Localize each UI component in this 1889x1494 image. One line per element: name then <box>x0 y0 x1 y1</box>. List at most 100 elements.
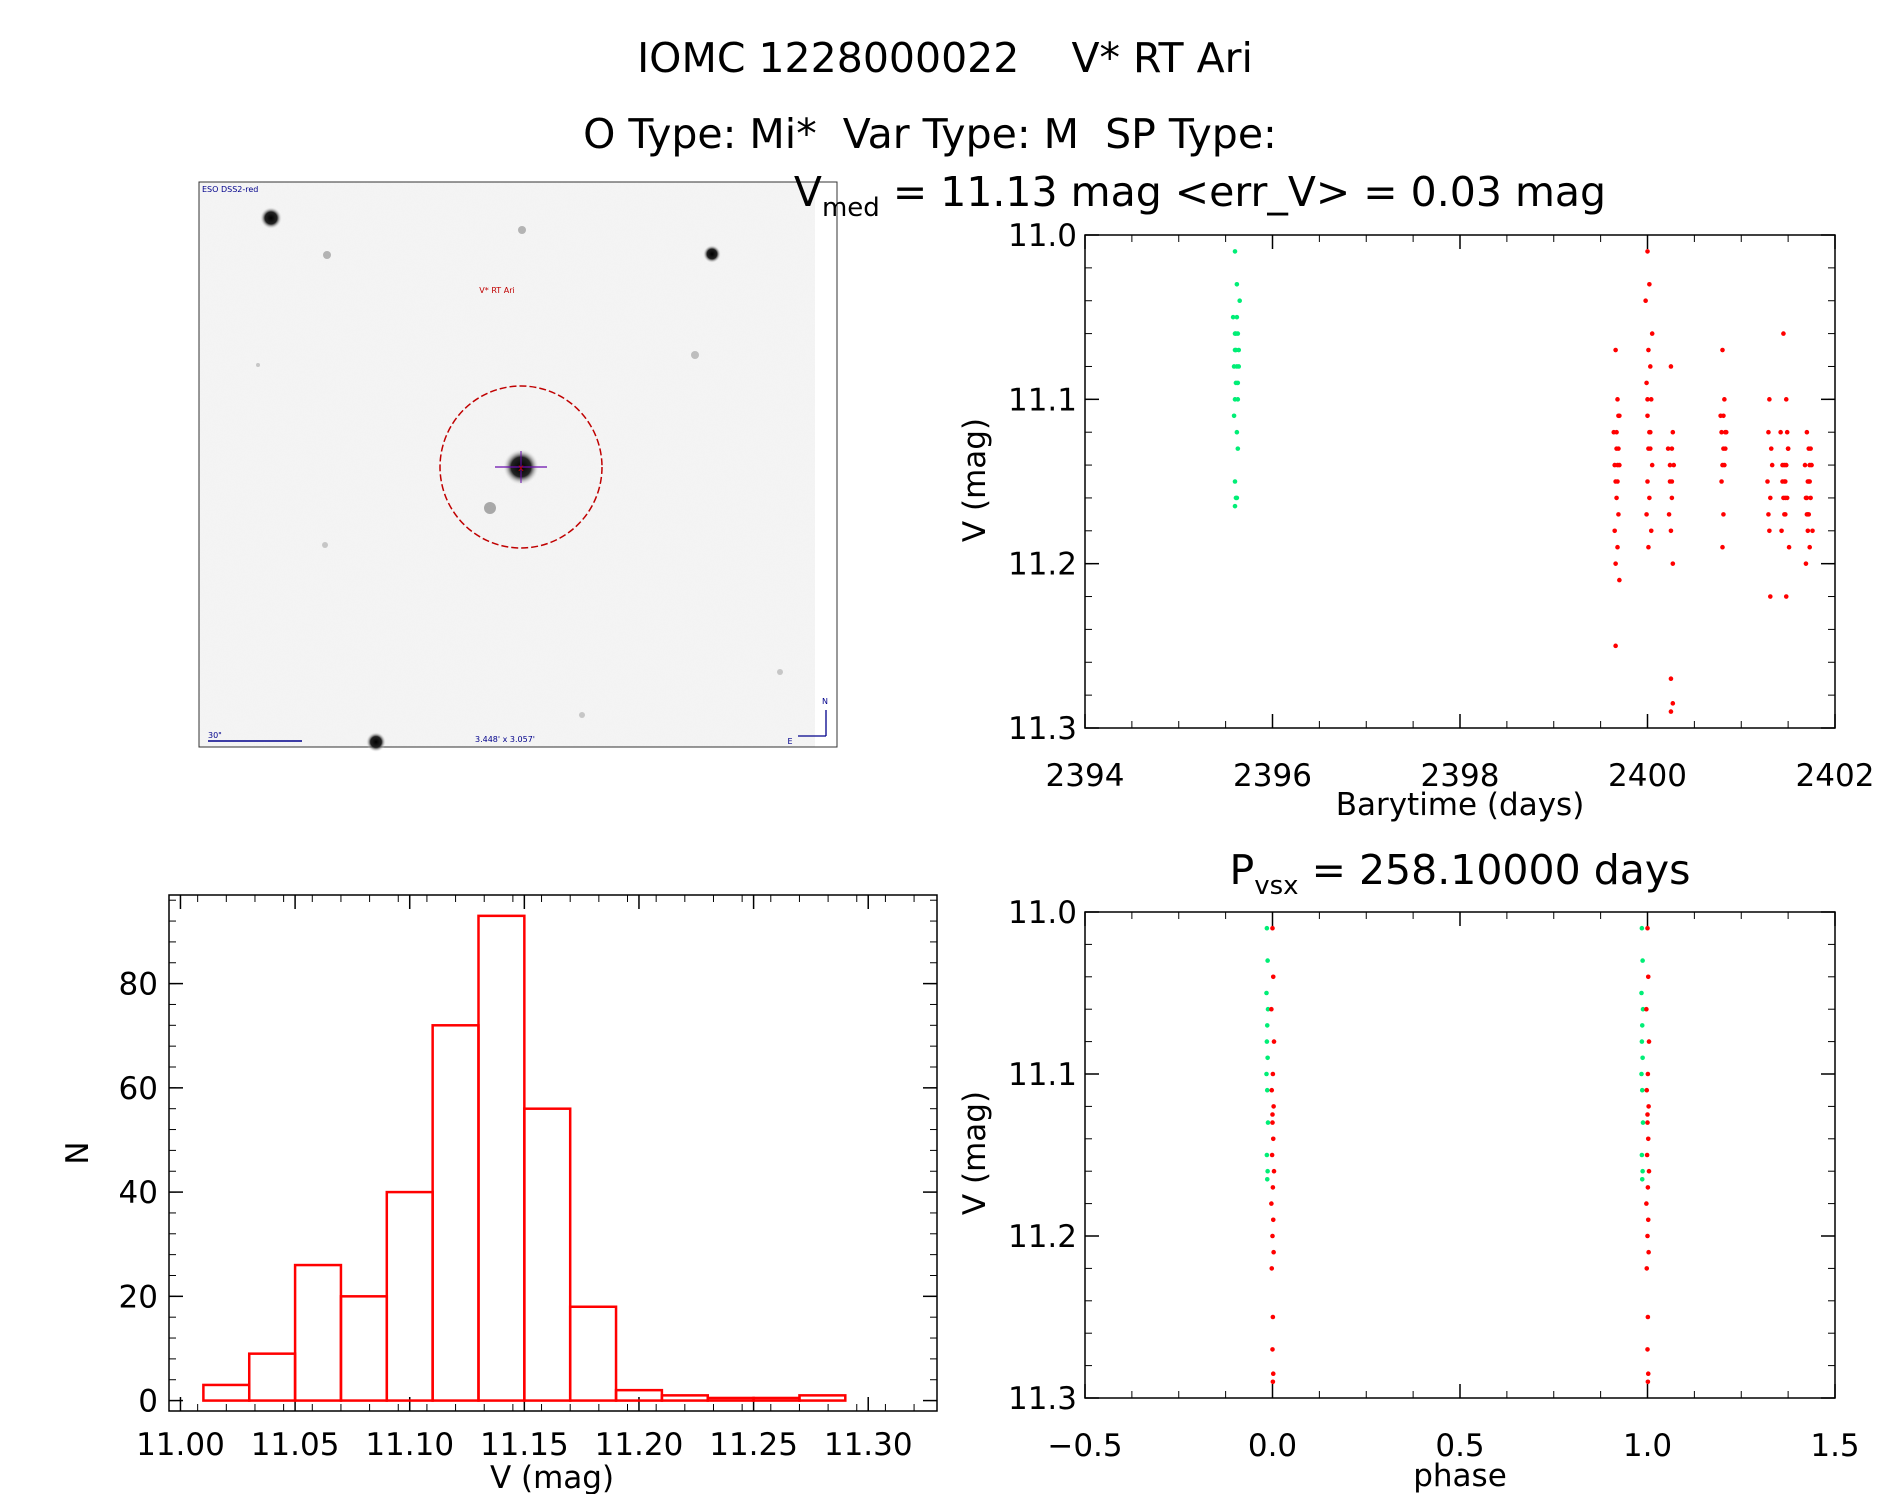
lightcurve-point-red <box>1613 643 1618 649</box>
histogram-bar <box>339 1295 389 1402</box>
phase-point-red <box>1270 1120 1275 1125</box>
phase-point-red <box>1270 974 1276 980</box>
target-marker: x <box>518 463 524 474</box>
lightcurve-point-red <box>1617 577 1622 583</box>
phase-point-green <box>1265 1055 1270 1061</box>
phase-point-green <box>1640 1055 1645 1061</box>
lightcurve-title-prefix: V <box>794 168 822 216</box>
lightcurve-point-red <box>1616 446 1621 451</box>
lightcurve-point-red <box>1782 512 1787 517</box>
lightcurve-point-red <box>1616 413 1621 419</box>
lightcurve-point-red <box>1649 462 1655 468</box>
lightcurve-title-sub: med <box>822 193 880 223</box>
lightcurve-ytick-label: 11.0 <box>1008 218 1077 254</box>
lightcurve-point-red <box>1644 380 1649 386</box>
histogram-ytick-label: 80 <box>119 967 158 1003</box>
lightcurve-point-red <box>1648 528 1654 534</box>
lightcurve-point-red <box>1643 298 1648 304</box>
histogram-panel: 11.00 11.05 11.10 11.15 11.20 11.25 11.30 0 20 40… <box>60 894 938 1494</box>
lightcurve-point-red <box>1648 397 1654 402</box>
phase-point-red <box>1646 1249 1651 1255</box>
north-label: N <box>822 697 828 706</box>
lightcurve-point-red <box>1785 446 1791 451</box>
phase-panel: Pvsx = 258.10000 days −0.5 0.0 0.5 1.0 1.5 11… <box>957 846 1860 1494</box>
lightcurve-point-green <box>1231 413 1237 419</box>
histogram-ytick-label: 0 <box>138 1384 158 1420</box>
lightcurve-point-red <box>1767 397 1772 402</box>
histogram-bar <box>568 1305 618 1402</box>
lightcurve-point-green <box>1235 446 1241 451</box>
phase-xtick-label: 0.5 <box>1435 1428 1484 1464</box>
lightcurve-point-red <box>1807 462 1812 468</box>
phase-point-red <box>1645 925 1650 931</box>
histogram-ytick-label: 60 <box>119 1071 158 1107</box>
lightcurve-point-green <box>1233 347 1239 353</box>
phase-point-green <box>1264 990 1269 996</box>
lightcurve-xtick-label: 2398 <box>1421 758 1500 794</box>
size-label: 3.448' x 3.057' <box>475 735 535 744</box>
histogram-bar <box>385 1190 434 1402</box>
lightcurve-xlabel: Barytime (days) <box>1336 787 1585 823</box>
lightcurve-frame <box>1084 234 1836 729</box>
phase-point-green <box>1639 1152 1645 1158</box>
phase-title: Pvsx = 258.10000 days <box>1229 846 1690 901</box>
lightcurve-point-red <box>1780 462 1785 468</box>
lightcurve-point-red <box>1805 528 1811 534</box>
lightcurve-point-red <box>1786 544 1792 550</box>
histogram-ytick-label: 40 <box>119 1175 158 1211</box>
phase-point-red <box>1270 1136 1276 1142</box>
lightcurve-point-green <box>1236 364 1242 369</box>
phase-point-green <box>1639 1087 1645 1093</box>
lightcurve-point-red <box>1644 512 1649 517</box>
finder-frame <box>198 181 838 748</box>
star <box>518 226 526 234</box>
phase-title-suffix: = 258.10000 days <box>1299 846 1691 894</box>
lightcurve-point-red <box>1723 429 1728 435</box>
phase-point-green <box>1640 1168 1645 1174</box>
lightcurve-point-red <box>1648 429 1653 435</box>
survey-label: ESO DSS2-red <box>202 185 258 194</box>
histogram-xtick-label: 11.05 <box>251 1427 340 1463</box>
lightcurve-point-red <box>1613 561 1618 566</box>
lightcurve-panel: Vmed = 11.13 mag <err_V> = 0.03 mag 2394… <box>794 168 1875 823</box>
lightcurve-point-red <box>1613 347 1618 353</box>
phase-point-green <box>1640 1006 1646 1012</box>
phase-point-red <box>1270 1071 1276 1077</box>
phase-point-red <box>1270 1233 1275 1239</box>
phase-point-red <box>1269 1266 1275 1271</box>
phase-point-green <box>1265 958 1270 963</box>
histogram-bar <box>202 1383 251 1402</box>
lightcurve-point-red <box>1768 594 1773 599</box>
phase-point-red <box>1645 1233 1650 1239</box>
phase-point-red <box>1645 1314 1651 1320</box>
phase-point-red <box>1271 1168 1277 1174</box>
lightcurve-xtick-label: 2396 <box>1233 758 1312 794</box>
lightcurve-point-red <box>1806 479 1812 484</box>
phase-point-red <box>1269 1006 1274 1012</box>
histogram-xtick-label: 11.10 <box>365 1427 454 1463</box>
lightcurve-point-red <box>1668 364 1674 369</box>
phase-point-red <box>1645 1185 1651 1190</box>
lightcurve-point-red <box>1719 429 1724 435</box>
lightcurve-point-red <box>1646 544 1651 550</box>
phase-xlabel: phase <box>1413 1458 1507 1494</box>
scale-label: 30" <box>208 731 222 740</box>
lightcurve-point-red <box>1783 594 1789 599</box>
phase-point-red <box>1270 1112 1275 1117</box>
lightcurve-point-red <box>1783 397 1789 402</box>
phase-point-red <box>1645 1379 1651 1385</box>
lightcurve-point-red <box>1720 347 1725 353</box>
lightcurve-point-red <box>1781 331 1786 336</box>
star <box>366 732 386 752</box>
lightcurve-point-red <box>1648 446 1653 451</box>
phase-point-green <box>1640 958 1645 963</box>
lightcurve-point-green <box>1235 397 1241 402</box>
phase-point-red <box>1269 1152 1275 1158</box>
finder-right-margin <box>815 182 837 747</box>
phase-ytick-label: 11.3 <box>1008 1381 1077 1417</box>
phase-point-red <box>1645 1120 1650 1125</box>
phase-point-green <box>1264 1071 1269 1077</box>
histogram-xtick-label: 11.30 <box>824 1427 913 1463</box>
phase-frame <box>1084 911 1836 1399</box>
